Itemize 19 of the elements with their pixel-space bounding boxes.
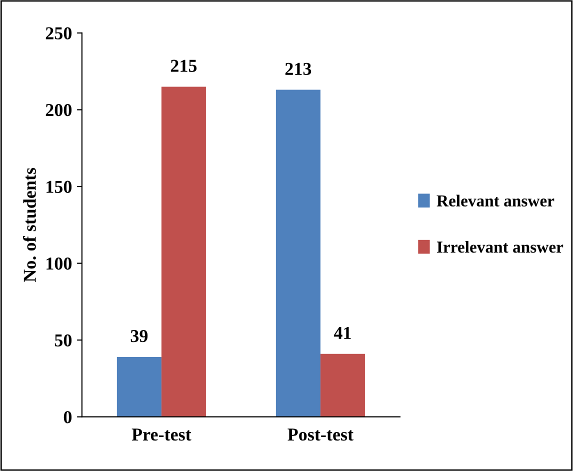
legend-label: Relevant answer — [436, 194, 554, 207]
y-tick-label: 200 — [46, 104, 72, 116]
y-tick-label: 50 — [54, 334, 72, 347]
y-tick-label: 0 — [64, 411, 72, 424]
x-tick-label: Pre-test — [132, 428, 192, 441]
legend-label: Irrelevant answer — [437, 241, 564, 253]
bar — [276, 90, 320, 417]
y-tick-label: 250 — [46, 27, 72, 40]
y-axis-title: No. of students — [23, 168, 36, 282]
bar — [320, 354, 365, 417]
data-label: 213 — [285, 62, 312, 76]
bar — [161, 86, 206, 417]
data-label: 41 — [334, 327, 351, 339]
bar — [116, 356, 162, 417]
x-tick-label: Post-test — [288, 428, 354, 441]
data-label: 215 — [170, 60, 197, 72]
y-tick-label: 150 — [46, 180, 72, 193]
y-tick-label: 100 — [46, 258, 72, 270]
data-label: 39 — [130, 330, 148, 342]
